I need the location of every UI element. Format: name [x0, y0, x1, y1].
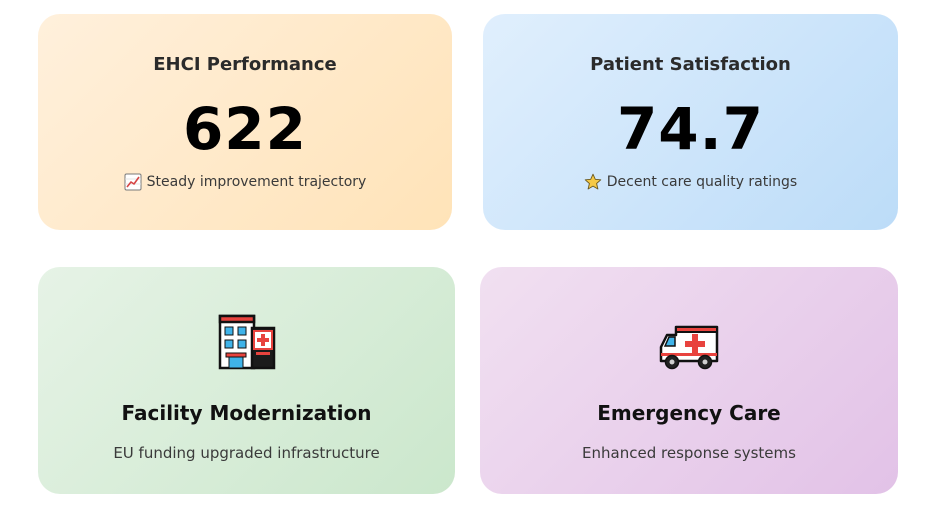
patient-satisfaction-card: Patient Satisfaction 74.7 Decent care qu…	[483, 14, 898, 230]
satisfaction-note: Decent care quality ratings	[483, 173, 898, 191]
ehci-note: Steady improvement trajectory	[38, 173, 452, 191]
hospital-icon	[218, 314, 275, 370]
facility-modernization-card: Facility Modernization EU funding upgrad…	[38, 267, 455, 494]
satisfaction-note-text: Decent care quality ratings	[606, 174, 798, 190]
ehci-score-value: 622	[182, 95, 308, 163]
satisfaction-card-title: Patient Satisfaction	[590, 54, 791, 75]
emergency-card-description: Enhanced response systems	[582, 444, 796, 462]
ehci-performance-card: EHCI Performance 622 Steady improvement …	[38, 14, 452, 230]
emergency-card-title: Emergency Care	[597, 401, 781, 425]
facility-card-description: EU funding upgraded infrastructure	[113, 444, 380, 462]
facility-card-title: Facility Modernization	[121, 401, 372, 425]
emergency-care-card: Emergency Care Enhanced response systems	[480, 267, 898, 494]
ehci-note-text: Steady improvement trajectory	[146, 174, 367, 190]
star-icon	[584, 173, 602, 190]
ehci-card-title: EHCI Performance	[153, 54, 337, 75]
chart-increasing-icon	[124, 173, 142, 191]
satisfaction-score-value: 74.7	[616, 95, 765, 163]
ambulance-icon	[659, 325, 719, 370]
